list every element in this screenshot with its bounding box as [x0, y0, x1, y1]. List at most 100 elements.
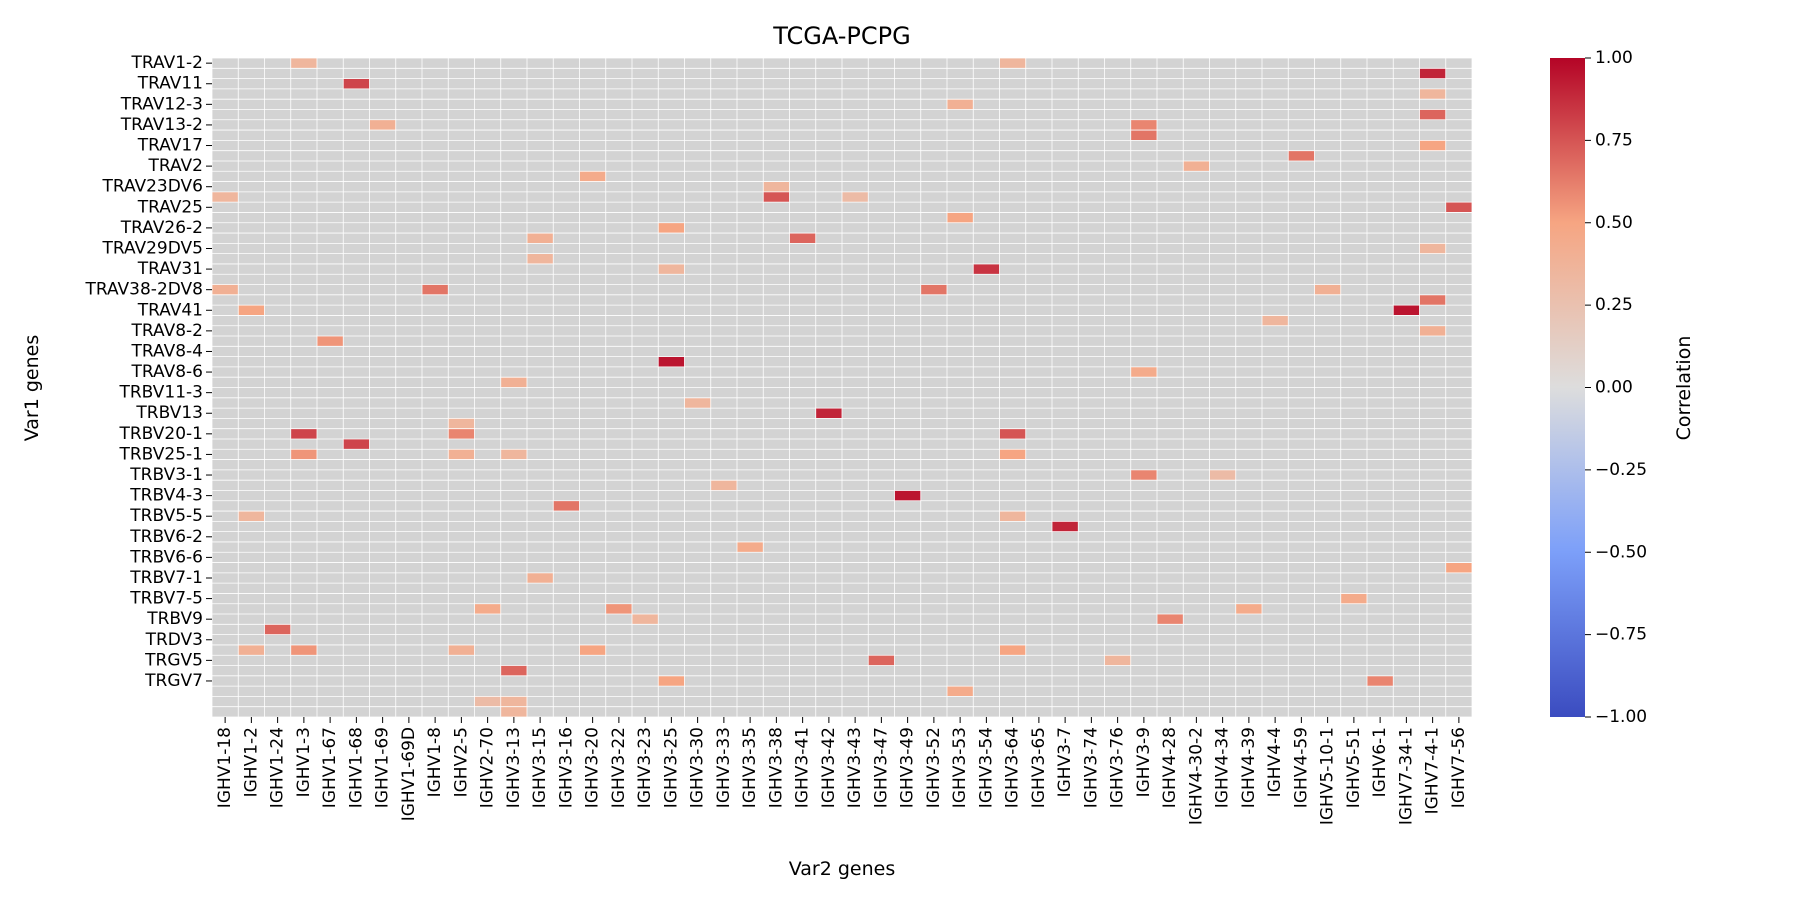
x-tick-label: IGHV4-39 [1239, 727, 1259, 808]
heatmap-cell [448, 418, 475, 429]
heatmap-cell [710, 480, 737, 491]
heatmap-cell [999, 428, 1026, 439]
y-tick-label: TRGV7 [144, 671, 203, 691]
x-tick-label: IGHV6-1 [1370, 727, 1390, 797]
heatmap-cell [212, 284, 239, 295]
heatmap-cell [212, 191, 239, 203]
y-axis-label: Var1 genes [21, 335, 43, 442]
heatmap-cell [737, 541, 764, 553]
heatmap-cell [1367, 675, 1394, 687]
y-tick-label: TRBV9 [146, 609, 203, 629]
y-tick-label: TRBV4-3 [129, 486, 203, 506]
y-tick-label: TRAV31 [137, 259, 203, 279]
y-tick-label: TRBV20-1 [118, 424, 203, 444]
heatmap-cell [1130, 119, 1157, 131]
heatmap-cell [238, 511, 265, 522]
heatmap-cell [842, 191, 869, 203]
y-tick-label: TRAV13-2 [120, 115, 203, 135]
x-tick-label: IGHV1-69D [399, 727, 419, 821]
heatmap-cell [973, 263, 1000, 275]
y-tick-label: TRAV2 [148, 156, 204, 176]
x-tick-label: IGHV3-52 [924, 727, 944, 808]
y-tick-label: TRAV12-3 [120, 94, 203, 114]
heatmap-cell [815, 408, 842, 419]
heatmap-cell [1130, 130, 1157, 141]
x-tick-label: IGHV3-53 [950, 727, 970, 808]
heatmap-cell [789, 233, 816, 244]
heatmap-cell [947, 99, 974, 110]
x-tick-label: IGHV1-68 [346, 727, 366, 808]
x-tick-label: IGHV5-10-1 [1318, 727, 1338, 825]
heatmap-cell [422, 284, 449, 295]
heatmap-cell [894, 490, 921, 501]
y-tick-label: TRBV6-2 [129, 527, 203, 547]
heatmap-cell [474, 696, 501, 707]
colorbar-ticks: 1.00 0.75 0.50 0.25 0.00 −0.25 −0.50 −0.75 −1.00 [1585, 48, 1647, 727]
heatmap-cell [1183, 160, 1210, 172]
y-tick-label: TRBV13 [135, 403, 203, 423]
x-tick-label: IGHV3-22 [609, 727, 629, 808]
colorbar-tick-label: −0.25 [1595, 460, 1647, 480]
x-tick-label: IGHV4-30-2 [1186, 727, 1206, 825]
heatmap-cell [1419, 109, 1446, 120]
heatmap-cell [1419, 140, 1446, 151]
x-tick-label: IGHV4-59 [1291, 727, 1311, 808]
heatmap-cell [500, 449, 527, 460]
x-tick-label: IGHV4-4 [1265, 727, 1285, 797]
heatmap-cell [632, 614, 659, 625]
heatmap-cell [920, 284, 947, 295]
x-tick-label: IGHV1-8 [425, 727, 445, 797]
heatmap-cell [658, 222, 685, 234]
heatmap-cell [1419, 243, 1446, 254]
heatmap-cell [1445, 562, 1472, 573]
heatmap-cell [1262, 315, 1289, 326]
y-tick-label: TRAV29DV5 [101, 238, 203, 258]
colorbar-tick-label: −0.50 [1595, 542, 1647, 562]
heatmap-cell [658, 263, 685, 275]
heatmap-cell [1157, 614, 1184, 625]
y-tick-label: TRAV26-2 [120, 218, 203, 238]
x-tick-label: IGHV1-3 [294, 727, 314, 797]
heatmap-cell [448, 449, 475, 460]
heatmap-cell [999, 511, 1026, 522]
heatmap-cell [684, 397, 711, 409]
colorbar-tick-label: 0.75 [1595, 130, 1633, 150]
x-tick-label: IGHV4-28 [1160, 727, 1180, 808]
heatmap-cell [527, 233, 554, 244]
y-tick-label: TRAV8-2 [131, 321, 203, 341]
colorbar-tick-label: 0.00 [1595, 378, 1633, 398]
y-tick-label: TRBV7-1 [129, 568, 203, 588]
heatmap-cell [868, 655, 895, 666]
y-tick-label: TRAV1-2 [131, 53, 203, 73]
x-tick-label: IGHV7-56 [1449, 727, 1469, 808]
y-tick-label: TRAV11 [137, 74, 203, 94]
x-tick-label: IGHV3-9 [1134, 727, 1154, 797]
x-tick-label: IGHV1-24 [268, 727, 288, 808]
heatmap-cell [763, 181, 790, 192]
heatmap-cell [290, 58, 317, 69]
heatmap-cell [343, 78, 370, 89]
heatmap-cell [500, 377, 527, 388]
heatmap-cell [999, 449, 1026, 460]
x-tick-label: IGHV3-49 [898, 727, 918, 808]
x-tick-label: IGHV3-35 [740, 727, 760, 808]
x-tick-labels: IGHV1-18 IGHV1-2 IGHV1-24 IGHV1-3 IGHV1-67 IG… [215, 717, 1469, 825]
heatmap-cell [1419, 325, 1446, 337]
heatmap-cell [1130, 469, 1157, 481]
chart-title: TCGA-PCPG [772, 22, 910, 50]
x-tick-label: IGHV7-34-1 [1396, 727, 1416, 825]
colorbar: 1.00 0.75 0.50 0.25 0.00 −0.25 −0.50 −0.75 −1.00… [1550, 48, 1695, 727]
x-tick-label: IGHV3-25 [661, 727, 681, 808]
heatmap-cell [605, 603, 632, 615]
heatmap-cell [290, 449, 317, 460]
colorbar-gradient [1550, 58, 1585, 717]
y-tick-label: TRDV3 [145, 630, 203, 650]
x-tick-label: IGHV2-5 [451, 727, 471, 797]
x-tick-label: IGHV7-4-1 [1423, 727, 1443, 814]
heatmap-cell [947, 686, 974, 697]
x-tick-label: IGHV3-23 [635, 727, 655, 808]
heatmap-cell [658, 675, 685, 687]
heatmap-cell [264, 624, 291, 635]
heatmap-cell [527, 253, 554, 264]
x-tick-label: IGHV3-20 [583, 727, 603, 808]
